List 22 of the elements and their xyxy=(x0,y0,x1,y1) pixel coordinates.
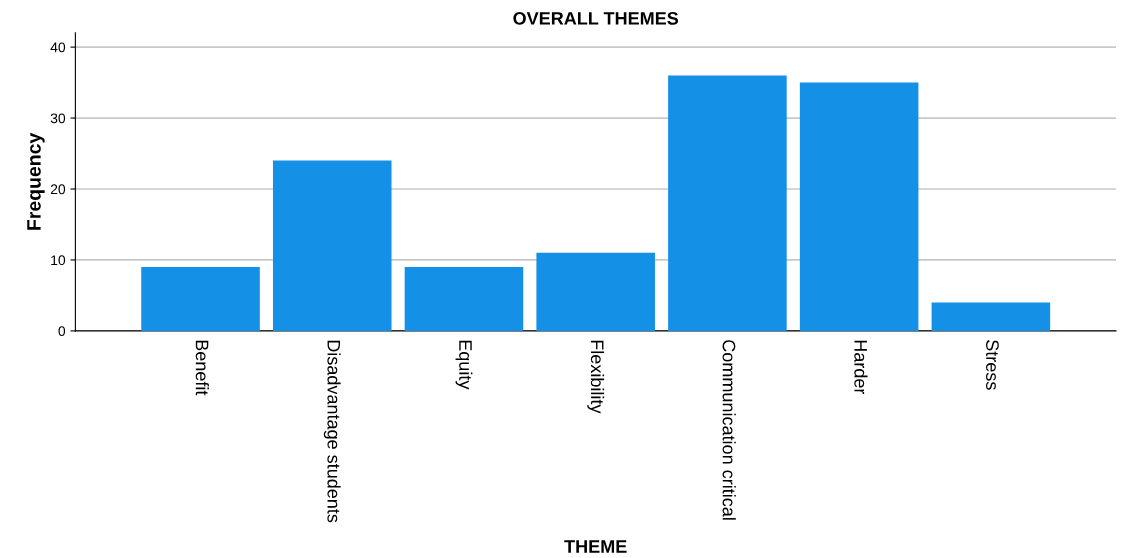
chart-title: OVERALL THEMES xyxy=(513,11,679,25)
x-tick-label: Stress xyxy=(986,340,999,390)
y-tick-label: 20 xyxy=(50,184,66,195)
y-tick-label: 40 xyxy=(50,42,66,53)
x-tick-label: Benefit xyxy=(195,340,209,396)
bar xyxy=(799,82,919,331)
x-tick-label: Disadvantage students xyxy=(323,340,341,523)
x-tick-label: Flexibility xyxy=(587,340,605,414)
x-tick-label: Harder xyxy=(854,340,868,395)
bar xyxy=(536,252,655,331)
y-axis-title: Frequency xyxy=(27,132,45,230)
y-tick-label: 0 xyxy=(58,326,66,337)
bar xyxy=(404,267,524,331)
bar xyxy=(668,75,787,331)
bar xyxy=(931,302,1051,331)
bar xyxy=(272,160,392,331)
x-tick-label: Communication critical xyxy=(722,340,736,520)
x-tick-label: Equity xyxy=(455,340,473,390)
bar xyxy=(141,267,260,331)
x-axis-title: THEME xyxy=(564,540,627,553)
y-tick-label: 30 xyxy=(50,113,66,124)
y-tick-label: 10 xyxy=(51,255,66,266)
